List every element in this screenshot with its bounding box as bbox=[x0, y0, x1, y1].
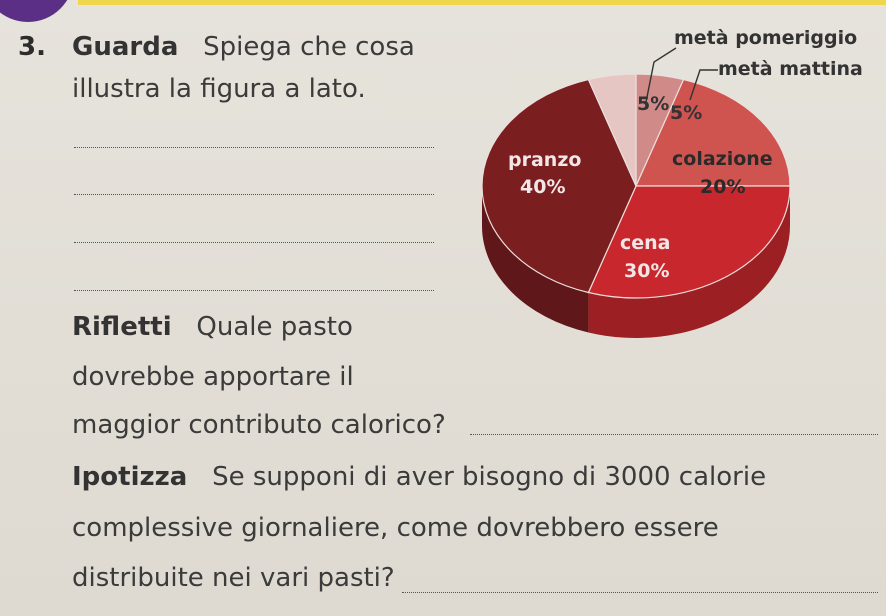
pie-labels: metà pomeriggio metà mattina 5% 5% colaz… bbox=[508, 27, 863, 282]
label-cena-name: cena bbox=[620, 232, 671, 254]
ipotizza-text: Se supponi di aver bisogno di 3000 calor… bbox=[212, 462, 767, 492]
ipotizza-line: Ipotizza Se supponi di aver bisogno di 3… bbox=[72, 462, 766, 492]
guarda-label: Guarda bbox=[72, 32, 179, 62]
leader-line-meta-mattina bbox=[689, 69, 718, 101]
pie-leaders bbox=[645, 47, 718, 103]
guarda-line: Guarda Spiega che cosa bbox=[72, 32, 415, 62]
top-rule bbox=[78, 0, 886, 5]
answer-line-1[interactable] bbox=[74, 147, 434, 148]
exercise-number: 3. bbox=[18, 32, 46, 62]
pie-top bbox=[481, 73, 791, 299]
label-meta-pomeriggio-name: metà pomeriggio bbox=[674, 27, 857, 49]
guarda-text: Spiega che cosa bbox=[203, 32, 415, 62]
label-meta-mattina-name: metà mattina bbox=[718, 58, 863, 80]
pie-slice-cena bbox=[587, 185, 791, 299]
label-colazione-name: colazione bbox=[672, 148, 773, 170]
answer-line-4[interactable] bbox=[74, 290, 434, 291]
label-meta-pomeriggio-value: 5% bbox=[637, 93, 669, 115]
pie-slice-metà-pomeriggio bbox=[587, 73, 637, 187]
ipotizza-text-2: complessive giornaliere, come dovrebbero… bbox=[72, 513, 719, 543]
pie-sides bbox=[482, 186, 790, 338]
answer-line-2[interactable] bbox=[74, 194, 434, 195]
label-pranzo-name: pranzo bbox=[508, 149, 581, 171]
answer-line-rifletti[interactable] bbox=[470, 434, 878, 435]
pie-wall-pranzo bbox=[482, 186, 589, 333]
answer-line-3[interactable] bbox=[74, 242, 434, 243]
pie-slice-colazione bbox=[635, 78, 791, 187]
label-pranzo-value: 40% bbox=[520, 176, 565, 198]
label-meta-mattina-value: 5% bbox=[670, 102, 702, 124]
ipotizza-label: Ipotizza bbox=[72, 462, 188, 492]
label-cena-value: 30% bbox=[624, 260, 669, 282]
ipotizza-text-3: distribuite nei vari pasti? bbox=[72, 563, 395, 593]
rifletti-line: Rifletti Quale pasto bbox=[72, 312, 353, 342]
answer-line-ipotizza[interactable] bbox=[402, 592, 878, 593]
pie-slice-pranzo bbox=[481, 78, 637, 294]
rifletti-text-2: dovrebbe apportare il bbox=[72, 362, 354, 392]
rifletti-label: Rifletti bbox=[72, 312, 172, 342]
rifletti-text-3: maggior contributo calorico? bbox=[72, 410, 446, 440]
rifletti-text: Quale pasto bbox=[196, 312, 353, 342]
guarda-text-2: illustra la figura a lato. bbox=[72, 74, 366, 104]
pie-wall-cena bbox=[588, 186, 790, 338]
label-colazione-value: 20% bbox=[700, 176, 745, 198]
leader-line-meta-pomeriggio bbox=[645, 47, 677, 103]
